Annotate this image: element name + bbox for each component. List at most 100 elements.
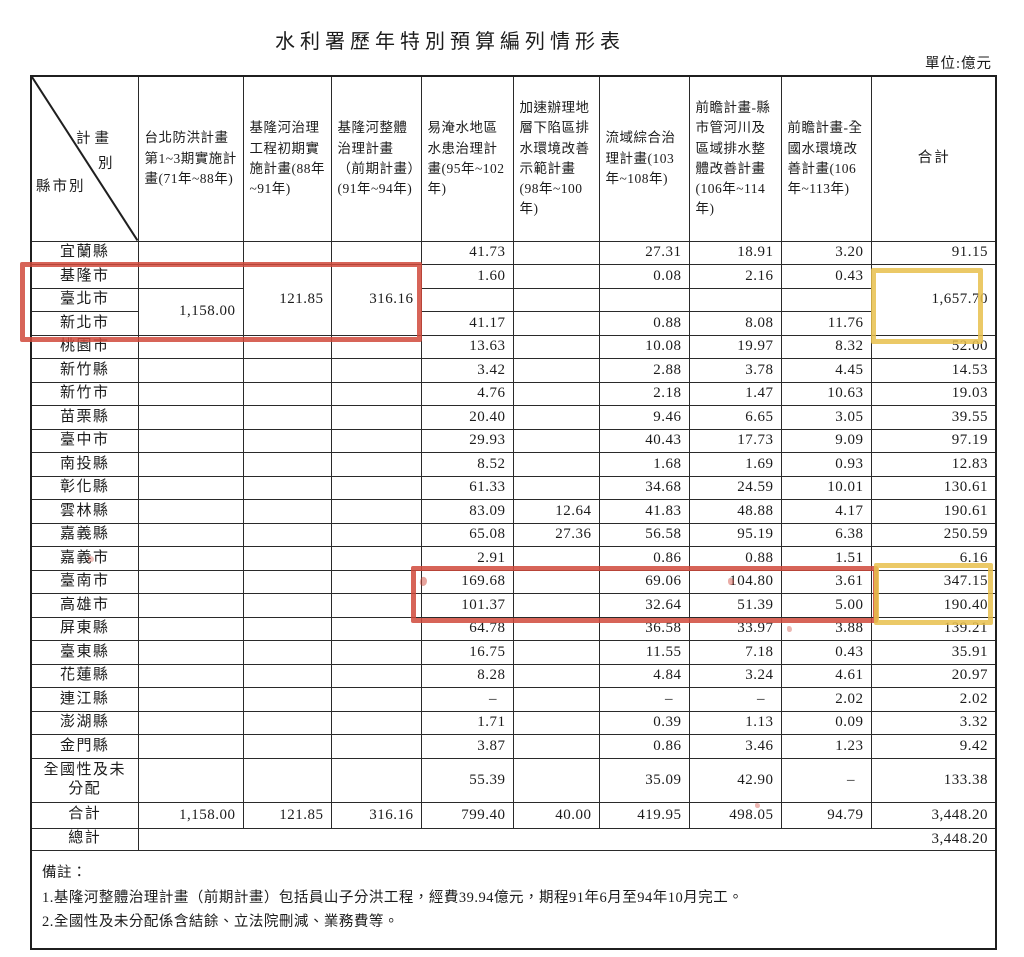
value-cell: 104.80 xyxy=(688,569,782,594)
value-cell xyxy=(137,522,244,547)
value-cell: 20.40 xyxy=(420,405,514,430)
value-cell: 91.15 xyxy=(870,240,997,265)
notes-heading: 備註： xyxy=(42,865,87,882)
value-cell: 139.21 xyxy=(870,616,997,641)
value-cell xyxy=(512,240,600,265)
table-row: 臺北市 1,158.00 xyxy=(30,287,996,336)
row-label: 南投縣 xyxy=(30,452,139,477)
row-label: 臺東縣 xyxy=(30,640,139,665)
value-cell: 1.51 xyxy=(780,546,872,571)
value-cell: 1.23 xyxy=(780,734,872,759)
value-cell: 41.73 xyxy=(420,240,514,265)
row-label: 宜蘭縣 xyxy=(30,240,139,265)
row-label: 臺南市 xyxy=(30,569,139,594)
value-cell: 0.43 xyxy=(780,264,872,289)
value-cell xyxy=(512,264,600,289)
value-cell: 4.61 xyxy=(780,663,872,688)
table-row: 嘉義縣 65.08 27.36 56.58 95.19 6.38 250.59 xyxy=(30,522,997,547)
value-cell xyxy=(330,616,422,641)
table-row: 屏東縣 64.78 36.58 33.97 3.88 139.21 xyxy=(30,616,997,641)
corner-label-plan-2: 別 xyxy=(98,156,113,172)
value-cell xyxy=(242,405,332,430)
page-title: 水利署歷年特別預算編列情形表 xyxy=(275,31,625,53)
value-cell xyxy=(137,381,244,406)
column-header: 合計 xyxy=(870,75,997,242)
value-cell: 16.75 xyxy=(420,640,514,665)
table-row: 嘉義市 2.91 0.86 0.88 1.51 6.16 xyxy=(30,546,997,571)
row-label: 連江縣 xyxy=(30,687,139,712)
value-cell: 121.85 xyxy=(242,264,332,336)
value-cell: 11.76 xyxy=(780,311,872,336)
value-cell: 3.61 xyxy=(780,569,872,594)
value-cell xyxy=(330,734,422,759)
value-cell xyxy=(512,616,600,641)
value-cell xyxy=(137,710,244,735)
value-cell: 40.00 xyxy=(512,801,600,829)
value-cell xyxy=(330,475,422,500)
table-row: 新北市 41.17 0.88 8.08 11.76 xyxy=(30,311,996,336)
value-cell: 3.88 xyxy=(780,616,872,641)
table-row: 高雄市 101.37 32.64 51.39 5.00 190.40 xyxy=(30,593,997,618)
value-cell xyxy=(137,358,244,383)
value-cell: 1,657.70 xyxy=(870,264,997,336)
table-row: 合計 1,158.00 121.85 316.16 799.40 40.00 419.95 4… xyxy=(30,801,997,829)
row-label: 新竹縣 xyxy=(30,358,139,383)
value-cell: 4.76 xyxy=(420,381,514,406)
column-header: 前瞻計畫-縣市管河川及區域排水整體改善計畫(106年~114年) xyxy=(688,75,782,242)
note-line-2: 2.全國性及未分配係含結餘、立法院刪減、業務費等。 xyxy=(42,914,399,931)
value-cell: 3.20 xyxy=(780,240,872,265)
value-cell: 52.00 xyxy=(870,334,997,359)
value-cell: 19.03 xyxy=(870,381,997,406)
value-cell: 9.46 xyxy=(598,405,690,430)
row-label: 屏東縣 xyxy=(30,616,139,641)
value-cell: 130.61 xyxy=(870,475,997,500)
value-cell xyxy=(242,358,332,383)
value-cell: 1.69 xyxy=(688,452,782,477)
value-cell xyxy=(598,287,690,312)
table-row: 金門縣 3.87 0.86 3.46 1.23 9.42 xyxy=(30,734,997,759)
value-cell: 12.83 xyxy=(870,452,997,477)
value-cell: 3.32 xyxy=(870,710,997,735)
row-label: 合計 xyxy=(30,801,139,829)
value-cell xyxy=(512,734,600,759)
note-line-1: 1.基隆河整體治理計畫（前期計畫）包括員山子分洪工程，經費39.94億元，期程9… xyxy=(42,889,744,906)
value-cell xyxy=(242,663,332,688)
value-cell: 133.38 xyxy=(870,757,997,803)
value-cell xyxy=(330,757,422,803)
value-cell xyxy=(242,428,332,453)
corner-label-plan: 計畫 xyxy=(76,131,113,147)
row-label: 花蓮縣 xyxy=(30,663,139,688)
value-cell: 35.91 xyxy=(870,640,997,665)
row-label: 雲林縣 xyxy=(30,499,139,524)
row-label: 新北市 xyxy=(30,311,139,336)
value-cell xyxy=(330,428,422,453)
value-cell: 2.16 xyxy=(688,264,782,289)
value-cell xyxy=(330,240,422,265)
value-cell xyxy=(330,358,422,383)
value-cell xyxy=(137,593,244,618)
table-body: 宜蘭縣 41.73 27.31 18.91 3.20 91.15 基隆市 121.85 316.… xyxy=(30,240,997,851)
value-cell: 1.47 xyxy=(688,381,782,406)
value-cell: 3.05 xyxy=(780,405,872,430)
value-cell xyxy=(137,734,244,759)
value-cell: 20.97 xyxy=(870,663,997,688)
table-row: 總計 3,448.20 xyxy=(30,827,997,851)
value-cell: 4.17 xyxy=(780,499,872,524)
row-label: 臺中市 xyxy=(30,428,139,453)
value-cell: 34.68 xyxy=(598,475,690,500)
value-cell: 36.58 xyxy=(598,616,690,641)
value-cell xyxy=(242,640,332,665)
row-label: 彰化縣 xyxy=(30,475,139,500)
value-cell xyxy=(330,522,422,547)
value-cell xyxy=(330,381,422,406)
value-cell xyxy=(242,499,332,524)
value-cell: 65.08 xyxy=(420,522,514,547)
value-cell: – xyxy=(420,687,514,712)
value-cell: 169.68 xyxy=(420,569,514,594)
row-label: 嘉義縣 xyxy=(30,522,139,547)
value-cell xyxy=(242,687,332,712)
column-header: 加速辦理地層下陷區排水環境改善示範計畫(98年~100年) xyxy=(512,75,600,242)
value-cell xyxy=(137,546,244,571)
value-cell: 33.97 xyxy=(688,616,782,641)
value-cell xyxy=(512,428,600,453)
